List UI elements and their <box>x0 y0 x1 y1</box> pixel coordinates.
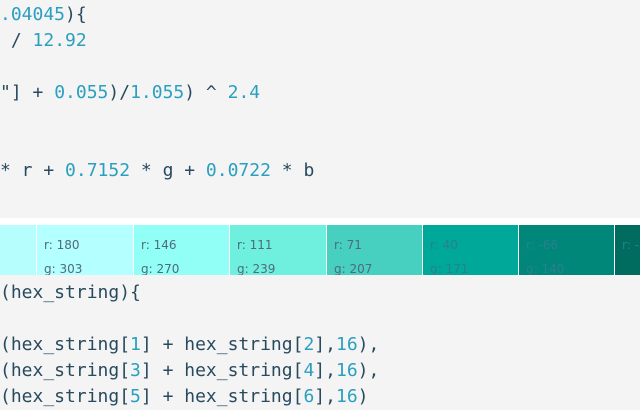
code-token: ) ^ <box>184 82 228 103</box>
code-number-token: .04045 <box>0 4 66 25</box>
swatch-red-value: r: -8 <box>622 238 640 252</box>
code-token: * r + <box>0 160 66 181</box>
code-number-token: 0.055 <box>54 82 109 103</box>
swatch-green-value: g: 239 <box>237 262 276 275</box>
color-swatch: r: -66 g: 140 <box>519 225 614 275</box>
code-line: (hex_string[5] + hex_string[6],16) <box>0 384 379 410</box>
color-swatch-strip: r: 180 g: 303 r: 146 g: 270 r: 111 g: 239 r: 7… <box>0 218 640 275</box>
code-token: ], <box>314 386 336 407</box>
swatch-red-value: r: -66 <box>526 238 559 252</box>
code-token: ){ <box>65 4 87 25</box>
swatch-green-value: g: 207 <box>334 262 373 275</box>
code-token: * b <box>270 160 315 181</box>
code-line: (hex_string[3] + hex_string[4],16), <box>0 358 379 384</box>
code-line: .04045){ <box>0 2 314 28</box>
swatch-red-value: r: 180 <box>44 238 80 252</box>
color-swatch: r: 146 g: 270 <box>134 225 229 275</box>
code-number-token: 0.7152 <box>65 160 131 181</box>
code-token: ] + hex_string[ <box>140 360 304 381</box>
swatch-green-value: g: 140 <box>526 262 565 275</box>
code-line: (hex_string[1] + hex_string[2],16), <box>0 332 379 358</box>
code-number-token: 5 <box>130 386 141 407</box>
code-number-token: 16 <box>335 386 358 407</box>
color-swatch: r: 180 g: 303 <box>37 225 133 275</box>
code-number-token: 1.055 <box>130 82 185 103</box>
code-line: * r + 0.7152 * g + 0.0722 * b <box>0 158 314 184</box>
code-token: (hex_string[ <box>0 386 131 407</box>
swatch-green-value: g: 270 <box>141 262 180 275</box>
code-number-token: 4 <box>303 360 315 381</box>
code-token: ) <box>357 386 369 407</box>
swatch-green-value: g: 171 <box>430 262 469 275</box>
code-token: (hex_string[ <box>0 360 131 381</box>
swatch-red-value: r: 40 <box>430 238 458 252</box>
code-line <box>0 132 314 158</box>
code-token: * g + <box>130 160 206 181</box>
code-line <box>0 306 379 332</box>
code-line: (hex_string){ <box>0 280 379 306</box>
code-token: (hex_string){ <box>0 282 141 303</box>
code-token: / <box>0 30 33 51</box>
code-line <box>0 106 314 132</box>
code-token: ] + hex_string[ <box>140 386 304 407</box>
code-line <box>0 54 314 80</box>
code-number-token: 2 <box>303 334 315 355</box>
code-token: (hex_string[ <box>0 334 131 355</box>
code-number-token: 1 <box>130 334 141 355</box>
code-token: ), <box>357 334 380 355</box>
color-swatch: r: 71 g: 207 <box>327 225 422 275</box>
code-token: ], <box>314 360 336 381</box>
code-number-token: 2.4 <box>227 82 261 103</box>
code-block-top: .04045){ / 12.92 "] + 0.055)/1.055) ^ 2.4… <box>0 2 314 184</box>
code-token: ], <box>314 334 336 355</box>
code-number-token: 0.0722 <box>205 160 271 181</box>
code-token: ] + hex_string[ <box>140 334 304 355</box>
code-token: "] + <box>0 82 55 103</box>
code-token: ), <box>357 360 380 381</box>
code-line: / 12.92 <box>0 28 314 54</box>
swatch-red-value: r: 111 <box>237 238 273 252</box>
swatch-green-value: g: 303 <box>44 262 83 275</box>
color-swatch <box>0 225 36 275</box>
color-swatch: r: 40 g: 171 <box>423 225 518 275</box>
code-token: )/ <box>108 82 131 103</box>
code-line: "] + 0.055)/1.055) ^ 2.4 <box>0 80 314 106</box>
code-number-token: 6 <box>303 386 315 407</box>
code-block-bottom: (hex_string){(hex_string[1] + hex_string… <box>0 280 379 410</box>
swatch-red-value: r: 146 <box>141 238 177 252</box>
code-number-token: 3 <box>130 360 141 381</box>
code-number-token: 12.92 <box>32 30 87 51</box>
code-number-token: 16 <box>335 360 358 381</box>
code-number-token: 16 <box>335 334 358 355</box>
color-swatch: r: -8 <box>615 225 640 275</box>
color-swatch: r: 111 g: 239 <box>230 225 326 275</box>
swatch-red-value: r: 71 <box>334 238 362 252</box>
